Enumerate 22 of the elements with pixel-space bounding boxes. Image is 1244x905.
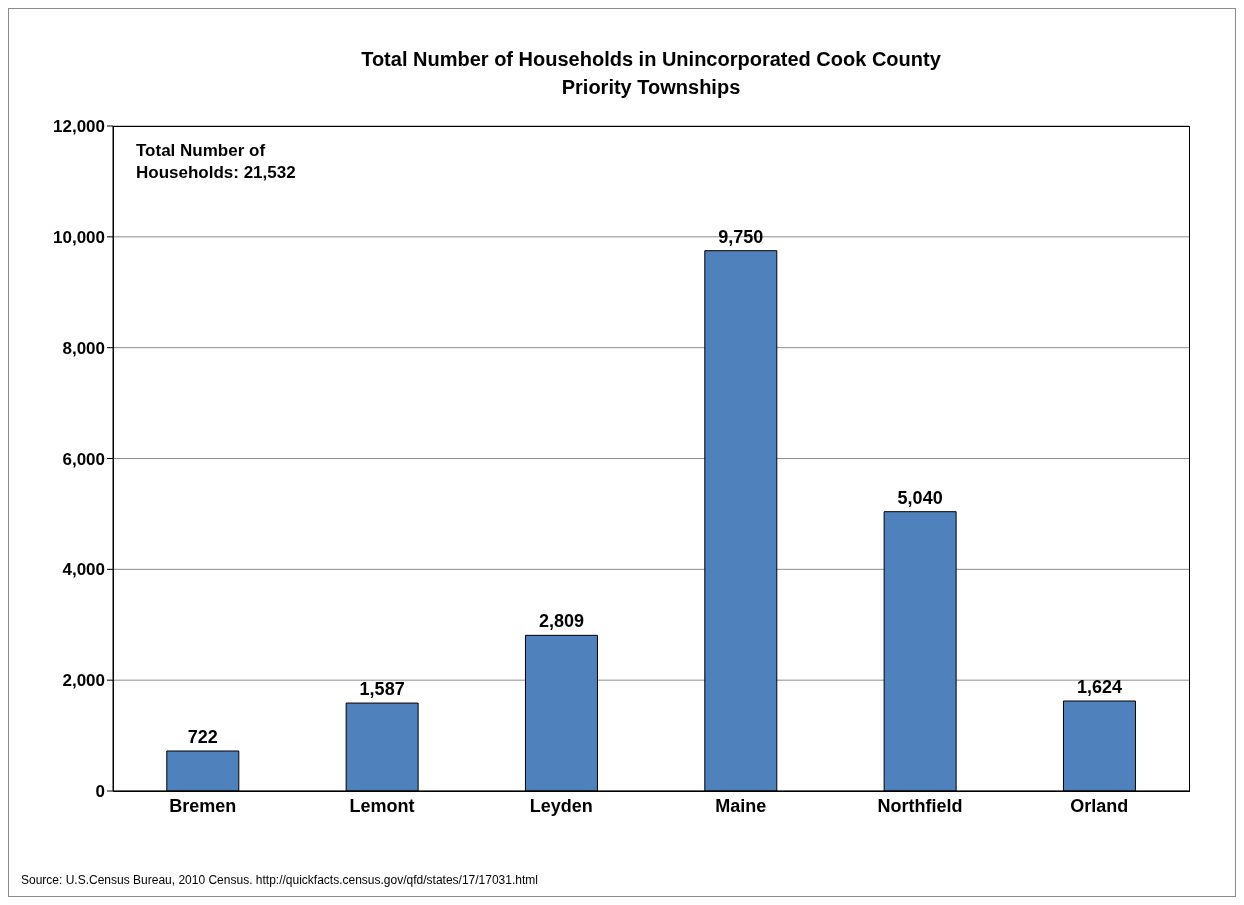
x-tick-label: Bremen <box>169 795 237 816</box>
y-tick-label: 12,000 <box>53 117 105 137</box>
y-tick-label: 0 <box>95 782 105 802</box>
x-tick-label: Lemont <box>349 795 415 816</box>
x-tick-label: Maine <box>715 795 767 816</box>
y-tick-label: 4,000 <box>62 560 105 580</box>
y-tick-label: 10,000 <box>53 227 105 247</box>
x-tick-label: Leyden <box>529 795 593 816</box>
data-label: 722 <box>187 726 218 747</box>
data-label: 5,040 <box>897 487 943 508</box>
data-label: 9,750 <box>718 226 764 247</box>
y-tick-label: 8,000 <box>62 338 105 358</box>
data-label: 2,809 <box>538 611 584 632</box>
source-note: Source: U.S.Census Bureau, 2010 Census. http://quickfacts.census.gov/qfd/states/17/17031.html <box>21 873 538 887</box>
data-label: 1,587 <box>359 679 405 700</box>
x-tick-label: Northfield <box>877 795 963 816</box>
y-tick-label: 6,000 <box>62 449 105 469</box>
chart-title: Total Number of Households in Unincorporated Cook County Priority Townships <box>360 47 942 100</box>
annotation: Total Number of Households: 21,532 <box>136 140 297 184</box>
x-tick-label: Orland <box>1070 795 1129 816</box>
data-label: 1,624 <box>1076 677 1122 697</box>
y-tick-label: 2,000 <box>62 671 105 691</box>
